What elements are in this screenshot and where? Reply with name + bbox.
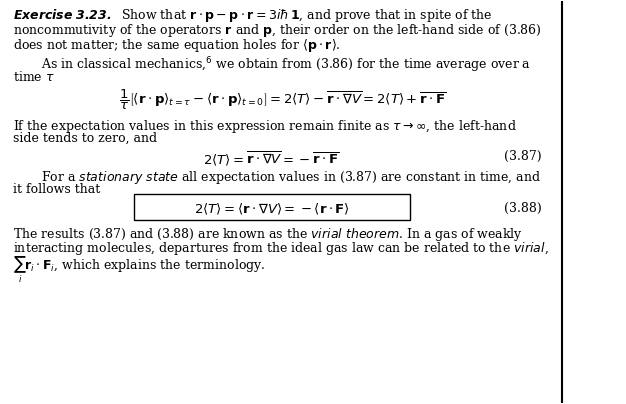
Text: interacting molecules, departures from the ideal gas law can be related to the $: interacting molecules, departures from t…	[13, 240, 548, 257]
Text: (3.88): (3.88)	[504, 202, 542, 215]
Text: (3.87): (3.87)	[505, 150, 542, 163]
Text: noncommutivity of the operators $\mathbf{r}$ and $\mathbf{p}$, their order on th: noncommutivity of the operators $\mathbf…	[13, 22, 541, 39]
Text: The results (3.87) and (3.88) are known as the $\mathit{virial\ theorem}$. In a : The results (3.87) and (3.88) are known …	[13, 226, 523, 243]
Text: $\dfrac{1}{\tau}\left[\langle\mathbf{r}\cdot\mathbf{p}\rangle_{t=\tau} - \langle: $\dfrac{1}{\tau}\left[\langle\mathbf{r}\…	[119, 88, 447, 112]
Text: it follows that: it follows that	[13, 183, 100, 196]
Text: side tends to zero, and: side tends to zero, and	[13, 132, 157, 145]
Text: time $\tau$: time $\tau$	[13, 69, 54, 84]
Text: As in classical mechanics,$^6$ we obtain from (3.86) for the time average over a: As in classical mechanics,$^6$ we obtain…	[41, 56, 531, 75]
Text: $\bfit{Exercise\ 3.23.}$  Show that $\mathbf{r}\cdot\mathbf{p} - \mathbf{p}\cdot: $\bfit{Exercise\ 3.23.}$ Show that $\mat…	[13, 7, 492, 24]
Text: For a $\mathit{stationary\ state}$ all expectation values in (3.87) are constant: For a $\mathit{stationary\ state}$ all e…	[41, 169, 541, 186]
Text: If the expectation values in this expression remain finite as $\tau\to\infty$, t: If the expectation values in this expres…	[13, 118, 516, 135]
Text: $2\langle T\rangle = \langle\mathbf{r}\cdot\nabla V\rangle = -\langle\mathbf{r}\: $2\langle T\rangle = \langle\mathbf{r}\c…	[193, 202, 349, 217]
Text: $2\langle T\rangle = \overline{\mathbf{r}\cdot\nabla V} = -\overline{\mathbf{r}\: $2\langle T\rangle = \overline{\mathbf{r…	[203, 150, 340, 168]
Text: does not matter; the same equation holes for $\langle\mathbf{p}\cdot\mathbf{r}\r: does not matter; the same equation holes…	[13, 37, 341, 54]
Text: $\sum_i \mathbf{r}_i\cdot\mathbf{F}_i$, which explains the terminology.: $\sum_i \mathbf{r}_i\cdot\mathbf{F}_i$, …	[13, 254, 265, 284]
